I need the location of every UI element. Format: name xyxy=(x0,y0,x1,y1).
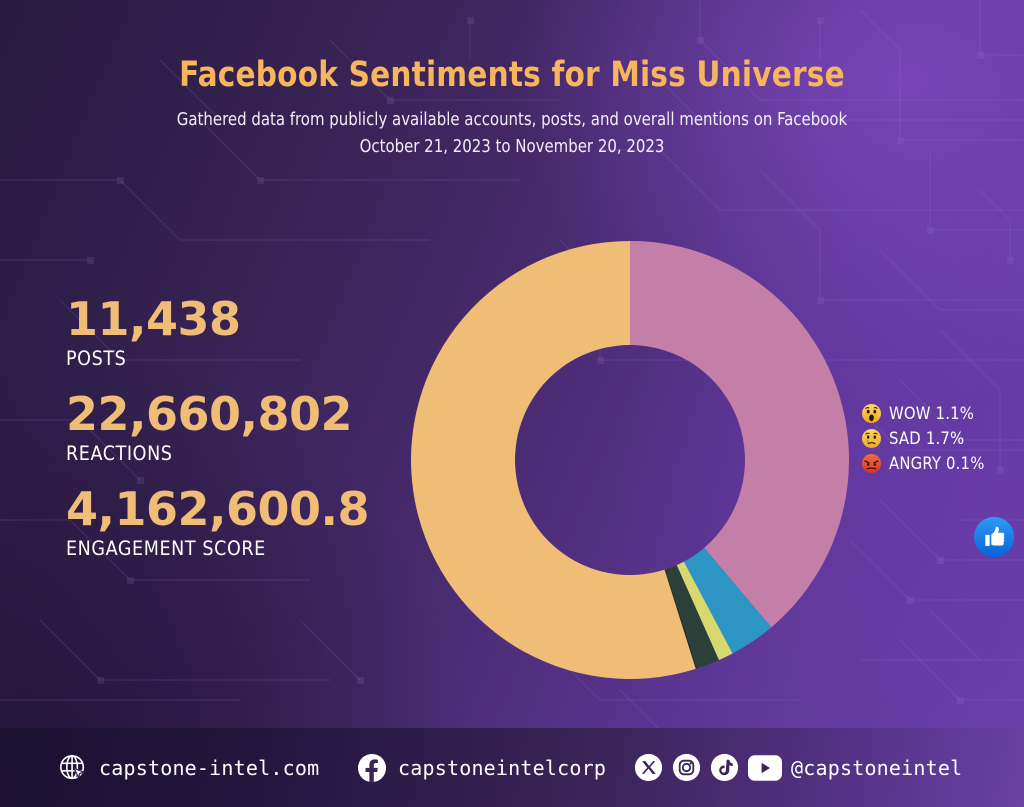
facebook-wow-icon xyxy=(862,404,881,423)
legend-item-sad: SAD 1.7% xyxy=(862,429,985,448)
stat-engagement-score: 4,162,600.8 ENGAGEMENT SCORE xyxy=(66,481,406,560)
subtitle: Gathered data from publicly available ac… xyxy=(26,107,999,161)
tiktok-icon[interactable] xyxy=(710,753,739,782)
facebook-sad-icon xyxy=(862,429,881,448)
footer-facebook[interactable]: capstoneintelcorp xyxy=(357,753,606,783)
header: Facebook Sentiments for Miss Universe Ga… xyxy=(0,55,1024,161)
globe-cursor-icon xyxy=(60,754,85,779)
footer-facebook-text: capstoneintelcorp xyxy=(398,755,607,780)
stat-label: REACTIONS xyxy=(66,441,173,465)
page-title: Facebook Sentiments for Miss Universe xyxy=(179,55,845,95)
donut-segment-angry xyxy=(664,569,698,669)
footer-social: @capstoneintel xyxy=(634,753,962,782)
donut-svg xyxy=(411,241,849,679)
donut-segment-haha xyxy=(683,547,772,654)
donut-segment-like xyxy=(630,241,849,628)
subtitle-line-2: October 21, 2023 to November 20, 2023 xyxy=(359,137,665,158)
facebook-like-icon xyxy=(974,516,1015,557)
donut-label-like: LIKE 38.8 % xyxy=(974,503,1024,570)
legend-item-wow: WOW 1.1% xyxy=(862,404,985,423)
legend-label: WOW 1.1% xyxy=(889,404,975,423)
donut-segment-wow xyxy=(676,561,733,661)
stat-value: 22,660,802 xyxy=(66,386,353,441)
stat-value: 4,162,600.8 xyxy=(66,481,369,536)
stat-reactions: 22,660,802 REACTIONS xyxy=(66,386,406,465)
footer: capstone-intel.com capstoneintelcorp xyxy=(0,728,1024,807)
footer-website-text: capstone-intel.com xyxy=(99,755,320,780)
x-twitter-icon[interactable] xyxy=(634,753,663,782)
facebook-icon xyxy=(357,753,387,782)
stat-posts: 11,438 POSTS xyxy=(66,296,406,370)
footer-social-handle: @capstoneintel xyxy=(791,755,963,780)
footer-website[interactable]: capstone-intel.com xyxy=(58,753,319,783)
legend-item-angry: ANGRY 0.1% xyxy=(862,454,985,473)
subtitle-line-1: Gathered data from publicly available ac… xyxy=(176,110,848,130)
instagram-icon[interactable] xyxy=(672,753,701,782)
sentiment-donut-chart: LIKE 38.8 % LOVE 54.8% xyxy=(411,241,1024,679)
stat-value: 11,438 xyxy=(66,292,241,346)
youtube-icon[interactable] xyxy=(748,754,782,781)
legend-label: SAD 1.7% xyxy=(889,429,965,448)
stats-panel: 11,438 POSTS 22,660,802 REACTIONS 4,162,… xyxy=(66,296,406,560)
reaction-legend: WOW 1.1% SAD 1.7% xyxy=(862,404,985,473)
donut-segment-love xyxy=(411,241,696,679)
stat-label: ENGAGEMENT SCORE xyxy=(66,536,266,560)
donut-segment-sad xyxy=(665,565,719,669)
stat-label: POSTS xyxy=(66,346,127,370)
social-icon-group xyxy=(634,753,782,782)
legend-label: ANGRY 0.1% xyxy=(889,454,985,473)
facebook-angry-icon xyxy=(862,454,881,473)
